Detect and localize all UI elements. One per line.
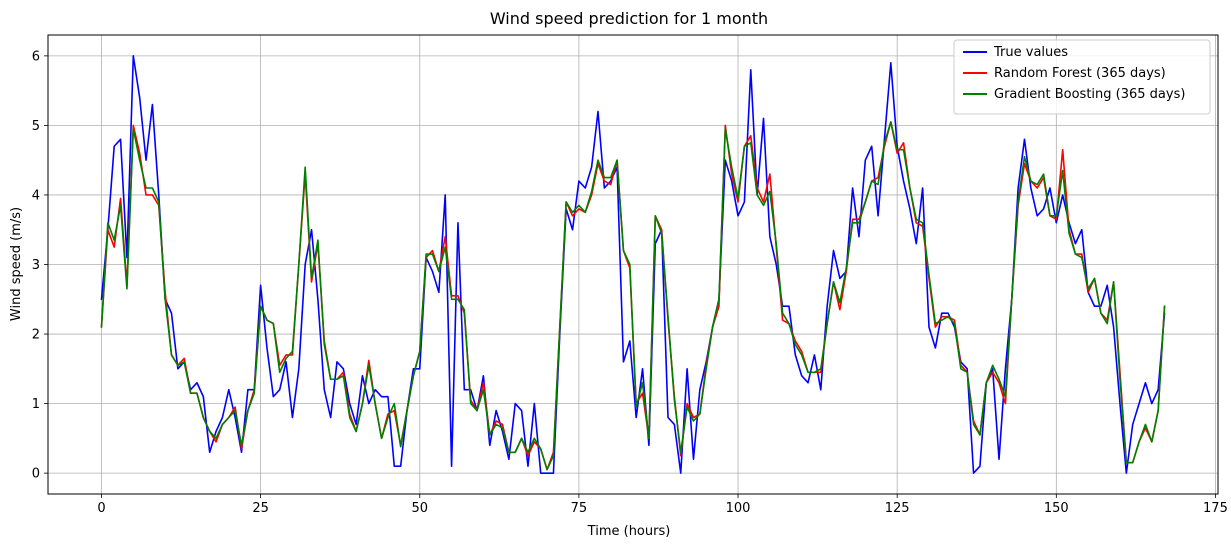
series-gradient-boosting [100,121,1166,471]
x-tick-label: 100 [726,501,751,516]
x-tick-label: 125 [885,501,910,516]
x-axis-title: Time (hours) [587,524,671,539]
legend-label-gradient-boosting: Gradient Boosting (365 days) [994,87,1185,102]
x-axis: 0 25 50 75 100 125 150 175 [97,494,1228,516]
y-tick-label: 3 [32,258,40,273]
y-tick-label: 2 [32,328,40,343]
x-tick-label: 175 [1203,501,1228,516]
chart-title: Wind speed prediction for 1 month [490,9,768,28]
y-tick-label: 6 [32,49,40,64]
legend: True values Random Forest (365 days) Gra… [953,39,1211,115]
series-lines [100,55,1166,474]
legend-label-random-forest: Random Forest (365 days) [994,66,1166,81]
legend-label-true-values: True values [993,45,1068,60]
y-tick-label: 1 [32,397,40,412]
x-tick-label: 25 [252,501,269,516]
x-tick-label: 0 [97,501,105,516]
y-axis: 0 1 2 3 4 5 6 [32,49,48,482]
legend-box [953,39,1211,115]
y-tick-label: 4 [32,188,40,203]
y-tick-label: 5 [32,119,40,134]
x-tick-label: 75 [571,501,588,516]
x-tick-label: 150 [1044,501,1069,516]
x-tick-label: 50 [411,501,428,516]
y-tick-label: 0 [32,467,40,482]
y-axis-title: Wind speed (m/s) [9,207,24,321]
